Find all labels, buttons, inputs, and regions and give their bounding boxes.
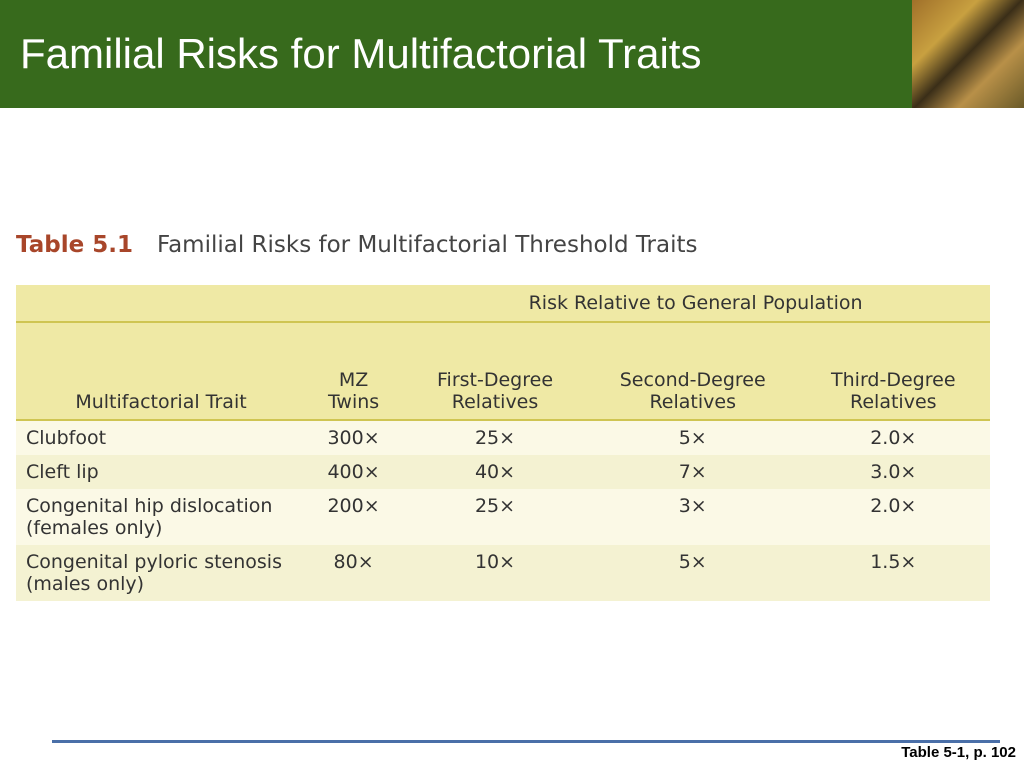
group-row: Risk Relative to General Population (16, 285, 990, 323)
table-body: Clubfoot 300× 25× 5× 2.0× Cleft lip 400× 40× 7× 3… (16, 420, 990, 601)
title: Familial Risks for Multifactorial Traits (20, 30, 702, 77)
cell: 1.5× (870, 551, 917, 573)
column-header: MZ Twins (306, 322, 402, 421)
cell: 5× (678, 427, 707, 449)
cell: 2.0× (870, 427, 917, 449)
blank (306, 285, 402, 323)
cell: Congenital hip dislocation (females only… (26, 495, 273, 539)
header: Familial Risks for Multifactorial Traits (0, 0, 1024, 108)
cell: 25× (474, 495, 516, 517)
cell: 10× (474, 551, 516, 573)
cell: 400× (327, 461, 380, 483)
table-row: Congenital pyloric stenosis (males only)… (16, 545, 990, 601)
cell: 5× (678, 551, 707, 573)
cell: 200× (327, 495, 380, 517)
table: Risk Relative to General Population Mult… (16, 285, 990, 601)
header-row: Multifactorial Trait MZ Twins First-Degree… (16, 322, 990, 421)
cell: Cleft lip (26, 461, 99, 483)
cell: 7× (678, 461, 707, 483)
source: Table 5-1, p. 102 (901, 744, 1016, 761)
group-header: Risk Relative to General Population (401, 285, 990, 323)
column-header: Third-Degree Relatives (796, 322, 990, 421)
table-row: Cleft lip 400× 40× 7× 3.0× (16, 455, 990, 489)
table-caption: Table 5.1 Familial Risks for Multifactori… (16, 232, 698, 258)
column-header: First-Degree Relatives (401, 322, 589, 421)
cell: Clubfoot (26, 427, 107, 449)
cell: 300× (327, 427, 380, 449)
cell: 80× (333, 551, 374, 573)
footer-rule (52, 740, 1000, 743)
cell: 25× (474, 427, 516, 449)
table-row: Clubfoot 300× 25× 5× 2.0× (16, 420, 990, 455)
cell: 40× (474, 461, 516, 483)
column-header: Second-Degree Relatives (588, 322, 797, 421)
table-row: Congenital hip dislocation (females only… (16, 489, 990, 545)
cell: Congenital pyloric stenosis (males only) (26, 551, 282, 595)
table-label: Table 5.1 (16, 232, 133, 258)
cell: 3× (678, 495, 707, 517)
caption: Familial Risks for Multifactorial Thresh… (156, 232, 698, 258)
column-header: Multifactorial Trait (16, 322, 306, 421)
cell: 2.0× (870, 495, 917, 517)
blank (16, 285, 306, 323)
cell: 3.0× (870, 461, 917, 483)
header-image (912, 0, 1024, 108)
